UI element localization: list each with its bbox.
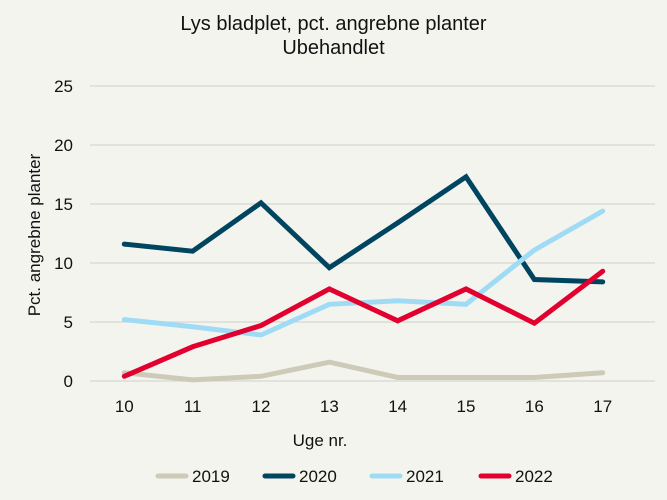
y-tick-label: 15 [54, 195, 73, 214]
series-line-2019 [121, 359, 606, 383]
chart-subtitle: Ubehandlet [282, 37, 385, 59]
y-tick-label: 10 [54, 254, 73, 273]
x-tick-label: 10 [115, 397, 134, 416]
x-tick-label: 15 [457, 397, 476, 416]
x-tick-label: 14 [388, 397, 407, 416]
y-axis-label: Pct. angrebne planter [25, 153, 44, 316]
legend-item-2021: 2021 [369, 467, 444, 486]
x-tick-label: 12 [252, 397, 271, 416]
chart-title: Lys bladplet, pct. angrebne planter Ubeh… [0, 12, 667, 60]
legend-item-2019: 2019 [155, 467, 230, 486]
series-line-2020 [121, 173, 606, 285]
legend-label: 2021 [406, 467, 444, 486]
y-tick-label: 20 [54, 136, 73, 155]
x-axis-label: Uge nr. [293, 431, 348, 450]
x-tick-label: 17 [593, 397, 612, 416]
y-tick-label: 0 [64, 372, 73, 391]
series-line-2022 [121, 268, 606, 379]
chart-title-main: Lys bladplet, pct. angrebne planter [180, 13, 487, 35]
x-tick-label: 11 [184, 397, 202, 416]
legend-label: 2019 [192, 467, 230, 486]
x-tick-label: 16 [525, 397, 544, 416]
y-tick-label: 25 [54, 77, 73, 96]
legend-label: 2020 [299, 467, 337, 486]
y-tick-label: 5 [64, 313, 73, 332]
legend-item-2020: 2020 [262, 467, 337, 486]
legend-label: 2022 [515, 467, 553, 486]
legend-item-2022: 2022 [478, 467, 553, 486]
x-tick-label: 13 [320, 397, 339, 416]
